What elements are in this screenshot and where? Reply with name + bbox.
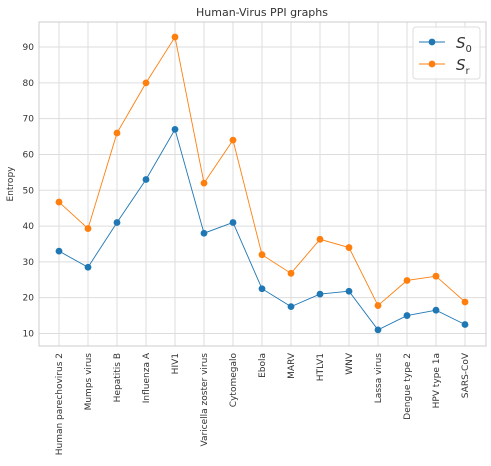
x-tick-label: Cytomegalo xyxy=(229,353,239,408)
data-point xyxy=(142,79,150,87)
data-point xyxy=(461,321,469,328)
x-tick-label: HIV1 xyxy=(171,353,181,374)
data-point xyxy=(200,179,208,187)
data-point xyxy=(113,129,121,137)
x-tick-label: Ebola xyxy=(258,353,268,378)
data-point xyxy=(113,219,121,226)
data-point xyxy=(374,326,382,334)
y-tick-label: 10 xyxy=(23,329,35,339)
data-point xyxy=(84,263,92,271)
x-tick-label: HTLV1 xyxy=(316,353,326,381)
y-axis-label: Entropy xyxy=(6,166,16,202)
x-tick-label: Lassa virus xyxy=(374,353,384,404)
series-0 xyxy=(55,126,469,334)
x-tick-label: Varicella zoster virus xyxy=(200,353,210,447)
x-tick-label: WNV xyxy=(345,352,355,375)
y-tick-label: 90 xyxy=(23,43,35,53)
data-point xyxy=(403,312,411,319)
y-tick-label: 80 xyxy=(23,79,35,89)
data-point xyxy=(200,229,208,237)
data-point xyxy=(142,176,150,183)
data-point xyxy=(55,198,63,206)
data-point xyxy=(171,33,179,41)
x-tick-label: Dengue type 2 xyxy=(403,353,413,420)
data-point xyxy=(229,136,237,144)
x-tick-label: Mumps virus xyxy=(84,353,94,411)
data-point xyxy=(403,277,411,284)
data-point xyxy=(316,290,324,298)
data-point xyxy=(258,285,266,293)
data-point xyxy=(229,219,237,226)
y-tick-label: 50 xyxy=(23,186,35,196)
data-point xyxy=(316,235,324,243)
x-tick-label: Human parechovirus 2 xyxy=(55,353,65,455)
series-group xyxy=(55,33,469,334)
data-point xyxy=(84,225,92,232)
data-point xyxy=(287,269,295,277)
tick-labels: 10 20 30 40 50 60 70 80 90 Human parechovirus 2 Mu… xyxy=(23,43,471,455)
data-point xyxy=(55,247,63,255)
x-tick-label: Hepatitis B xyxy=(113,353,123,402)
y-tick-label: 30 xyxy=(23,258,35,268)
y-tick-label: 20 xyxy=(23,294,35,304)
x-tick-label: HPV type 1a xyxy=(432,353,442,408)
chart-title: Human-Virus PPI graphs xyxy=(196,6,328,19)
y-tick-label: 60 xyxy=(23,150,35,160)
data-point xyxy=(345,244,353,251)
data-point xyxy=(287,303,295,311)
data-point xyxy=(432,306,440,314)
data-point xyxy=(171,126,179,133)
data-point xyxy=(374,302,382,309)
data-point xyxy=(432,272,440,280)
plot-area xyxy=(38,21,487,347)
series-1 xyxy=(55,33,469,309)
y-tick-label: 70 xyxy=(23,115,35,125)
x-tick-label: MARV xyxy=(287,352,297,379)
legend-marker xyxy=(428,38,436,46)
grid xyxy=(39,22,486,346)
data-point xyxy=(461,298,469,306)
x-tick-label: SARS-CoV xyxy=(461,352,471,398)
y-tick-label: 40 xyxy=(23,222,35,232)
legend-marker xyxy=(428,60,436,68)
x-tick-label: Influenza A xyxy=(142,352,152,403)
data-point xyxy=(345,287,353,295)
data-point xyxy=(258,251,266,259)
